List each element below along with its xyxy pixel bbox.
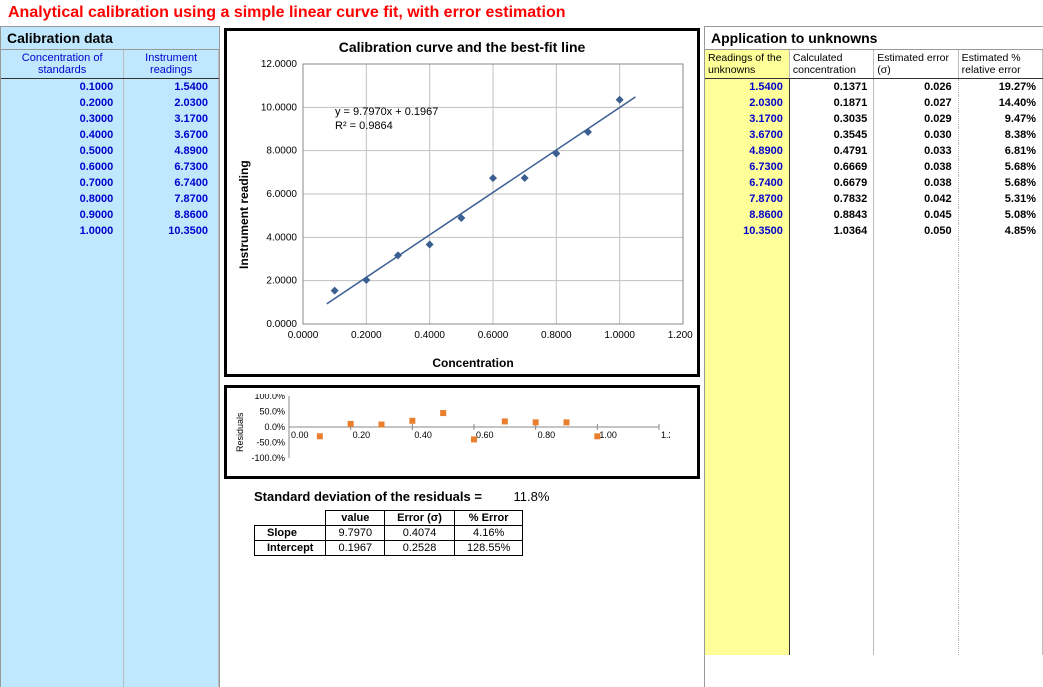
cal-cell[interactable]: 0.7000 bbox=[1, 175, 124, 191]
svg-text:0.80: 0.80 bbox=[538, 430, 556, 440]
stddev-label: Standard deviation of the residuals = 11… bbox=[254, 489, 700, 504]
svg-text:0.0%: 0.0% bbox=[264, 422, 285, 432]
svg-text:8.0000: 8.0000 bbox=[266, 146, 297, 157]
cal-cell[interactable]: 0.6000 bbox=[1, 159, 124, 175]
cal-cell[interactable]: 6.7400 bbox=[124, 175, 219, 191]
chart-ylabel: Instrument reading bbox=[235, 59, 253, 370]
cal-cell[interactable]: 3.6700 bbox=[124, 127, 219, 143]
svg-text:12.0000: 12.0000 bbox=[261, 59, 298, 70]
svg-text:0.40: 0.40 bbox=[414, 430, 432, 440]
svg-text:0.0000: 0.0000 bbox=[288, 330, 319, 341]
svg-text:2.0000: 2.0000 bbox=[266, 276, 297, 287]
svg-text:6.0000: 6.0000 bbox=[266, 189, 297, 200]
cal-cell[interactable]: 0.8000 bbox=[1, 191, 124, 207]
svg-text:10.0000: 10.0000 bbox=[261, 102, 298, 113]
cal-col-concentration: Concentration of standards bbox=[1, 50, 124, 79]
svg-text:1.20: 1.20 bbox=[661, 430, 670, 440]
cal-cell[interactable]: 8.8600 bbox=[124, 207, 219, 223]
cal-col-readings: Instrument readings bbox=[124, 50, 219, 79]
svg-text:1.0000: 1.0000 bbox=[604, 330, 635, 341]
svg-text:0.0000: 0.0000 bbox=[266, 319, 297, 330]
residuals-chart-box: Residuals -100.0% -50.0% 0.0% 50.0% 100.0% 0.… bbox=[224, 385, 700, 479]
svg-text:100.0%: 100.0% bbox=[254, 394, 285, 401]
svg-text:0.2000: 0.2000 bbox=[351, 330, 382, 341]
svg-text:0.00: 0.00 bbox=[291, 430, 309, 440]
chart-panel: Calibration curve and the best-fit line … bbox=[220, 26, 704, 687]
cal-cell[interactable]: 2.0300 bbox=[124, 95, 219, 111]
svg-text:0.8000: 0.8000 bbox=[541, 330, 572, 341]
unknowns-header: Application to unknowns bbox=[705, 26, 1043, 50]
calibration-chart: 0.0000 0.2000 0.4000 0.6000 0.8000 1.0000 1.20… bbox=[253, 59, 693, 349]
cal-cell[interactable]: 7.8700 bbox=[124, 191, 219, 207]
cal-cell[interactable]: 0.4000 bbox=[1, 127, 124, 143]
calibration-table: Concentration of standards Instrument re… bbox=[1, 50, 219, 687]
unknowns-panel: Application to unknowns Readings of the … bbox=[704, 26, 1043, 687]
cal-cell[interactable]: 0.3000 bbox=[1, 111, 124, 127]
svg-text:0.6000: 0.6000 bbox=[478, 330, 509, 341]
unknowns-table: Readings of the unknownsCalculated conce… bbox=[705, 50, 1043, 655]
cal-cell[interactable]: 0.1000 bbox=[1, 79, 124, 95]
svg-text:0.60: 0.60 bbox=[476, 430, 494, 440]
cal-cell[interactable]: 1.0000 bbox=[1, 223, 124, 239]
svg-text:1.2000: 1.2000 bbox=[668, 330, 693, 341]
residuals-chart: -100.0% -50.0% 0.0% 50.0% 100.0% 0.00 0.20 0.40… bbox=[245, 394, 670, 470]
cal-cell[interactable]: 0.2000 bbox=[1, 95, 124, 111]
svg-text:0.4000: 0.4000 bbox=[414, 330, 445, 341]
svg-text:50.0%: 50.0% bbox=[259, 407, 285, 417]
page-title: Analytical calibration using a simple li… bbox=[0, 0, 1043, 26]
svg-text:-100.0%: -100.0% bbox=[251, 453, 285, 463]
svg-text:4.0000: 4.0000 bbox=[266, 232, 297, 243]
cal-cell[interactable]: 4.8900 bbox=[124, 143, 219, 159]
calibration-panel: Calibration data Concentration of standa… bbox=[0, 26, 220, 687]
svg-text:-50.0%: -50.0% bbox=[256, 438, 285, 448]
svg-text:0.20: 0.20 bbox=[353, 430, 371, 440]
cal-cell[interactable]: 6.7300 bbox=[124, 159, 219, 175]
svg-text:1.00: 1.00 bbox=[599, 430, 617, 440]
cal-cell[interactable]: 0.5000 bbox=[1, 143, 124, 159]
chart-xlabel: Concentration bbox=[253, 356, 693, 370]
main-chart-box: Calibration curve and the best-fit line … bbox=[224, 28, 700, 377]
cal-cell[interactable]: 3.1700 bbox=[124, 111, 219, 127]
cal-cell[interactable]: 1.5400 bbox=[124, 79, 219, 95]
cal-cell[interactable]: 10.3500 bbox=[124, 223, 219, 239]
chart-equation: y = 9.7970x + 0.1967 R² = 0.9864 bbox=[331, 103, 442, 136]
slope-intercept-table: valueError (σ)% Error Slope9.79700.40744… bbox=[254, 510, 523, 556]
calibration-header: Calibration data bbox=[1, 26, 219, 50]
chart-title: Calibration curve and the best-fit line bbox=[235, 39, 689, 55]
residuals-ylabel: Residuals bbox=[235, 394, 245, 470]
cal-cell[interactable]: 0.9000 bbox=[1, 207, 124, 223]
